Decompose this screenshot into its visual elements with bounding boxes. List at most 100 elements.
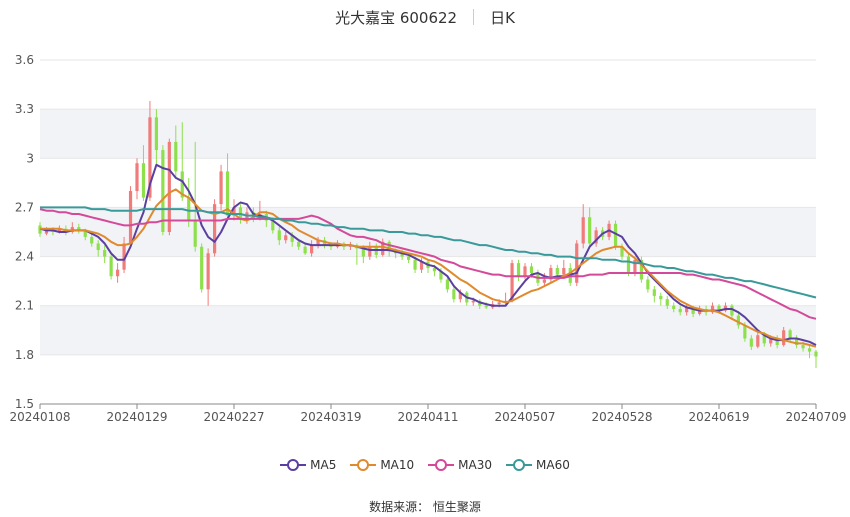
candle-body — [588, 217, 592, 244]
candle-body — [736, 315, 740, 326]
candle-body — [290, 235, 294, 242]
legend-ma5-icon — [280, 458, 307, 472]
legend-item-ma30[interactable]: MA30 — [428, 458, 492, 472]
candle-body — [135, 163, 139, 192]
candle-body — [626, 256, 631, 273]
candle-body — [613, 223, 618, 247]
header-separator — [473, 9, 475, 25]
candle-body — [368, 246, 372, 257]
candle-body — [180, 171, 184, 198]
candle-body — [743, 325, 747, 339]
ma-line-ma30 — [39, 208, 817, 320]
candle-body — [678, 308, 682, 313]
legend-ma30-icon — [428, 458, 455, 472]
candle-body — [161, 150, 165, 232]
candle-body — [807, 348, 812, 352]
candle-body — [672, 305, 676, 309]
candle-body — [77, 227, 81, 231]
legend-item-ma5[interactable]: MA5 — [280, 458, 336, 472]
candle-body — [562, 268, 566, 275]
candle-body — [57, 228, 61, 232]
chart-header: 光大嘉宝 600622 日K — [0, 6, 850, 28]
y-axis: 3.6 3.3 3 2.7 2.4 2.1 1.8 1.5 — [15, 53, 34, 411]
candle-body — [44, 230, 49, 234]
candle-body — [458, 292, 462, 300]
y-tick-label: 2.7 — [15, 200, 34, 214]
chart-title: 光大嘉宝 600622 — [335, 8, 458, 27]
candle-body — [109, 256, 113, 277]
x-tick-label: 20240227 — [203, 410, 264, 424]
x-tick-label: 20240319 — [300, 410, 361, 424]
candle-body — [775, 338, 779, 346]
candle-body — [646, 279, 650, 290]
candle-body — [484, 305, 488, 308]
ma-line-ma5 — [39, 163, 817, 346]
candle-body — [439, 271, 443, 280]
candle-body — [407, 256, 411, 260]
candle-body — [549, 268, 553, 280]
candle-body — [717, 305, 721, 311]
candle-body — [685, 307, 689, 313]
candle-body — [419, 261, 424, 270]
candle-body — [471, 300, 475, 303]
x-tick-label: 20240108 — [9, 410, 70, 424]
legend-ma60-icon — [506, 458, 533, 472]
ma-line-ma60 — [40, 206, 817, 299]
candle-body — [581, 217, 585, 244]
y-tick-label: 3.3 — [15, 102, 34, 116]
y-tick-label: 2.4 — [15, 250, 34, 264]
candle-body — [497, 302, 501, 305]
candle-body — [148, 117, 152, 198]
grid-band — [40, 207, 816, 257]
candle-body — [387, 241, 391, 252]
candle-body — [187, 197, 191, 221]
candle-body — [200, 246, 204, 290]
candle-body — [769, 338, 773, 344]
candle-body — [141, 163, 146, 198]
data-source: 数据来源： 恒生聚源 — [369, 500, 481, 514]
candle-body — [277, 230, 281, 241]
candle-body — [361, 248, 365, 257]
candle-body — [710, 305, 715, 313]
x-tick-label: 20240411 — [397, 410, 458, 424]
x-tick-label: 20240528 — [591, 410, 652, 424]
period-label[interactable]: 日K — [490, 8, 515, 27]
candle-body — [413, 259, 417, 270]
candle-body — [639, 259, 643, 280]
legend-ma60-label: MA60 — [536, 458, 570, 472]
candle-body — [782, 330, 786, 346]
legend-item-ma60[interactable]: MA60 — [506, 458, 570, 472]
candle-body — [297, 241, 301, 247]
candle-body — [271, 220, 275, 231]
ma-line-ma10 — [40, 188, 817, 348]
candle-body — [523, 266, 527, 277]
candle-body — [445, 279, 449, 290]
candle-body — [659, 295, 663, 300]
candle-body — [206, 253, 210, 290]
candle-body — [620, 246, 624, 257]
x-tick-label: 20240709 — [785, 410, 846, 424]
candle-body — [316, 240, 320, 246]
candle-body — [542, 279, 546, 283]
candle-body — [691, 307, 695, 314]
candle-body — [174, 141, 178, 172]
legend-ma30-label: MA30 — [458, 458, 493, 472]
candle-body — [749, 338, 753, 347]
candle-body — [814, 351, 818, 357]
candle-body — [510, 263, 514, 301]
candle-body — [284, 235, 288, 241]
ma-lines — [39, 163, 817, 348]
candle-body — [225, 171, 230, 216]
legend-item-ma10[interactable]: MA10 — [350, 458, 414, 472]
legend-ma5-label: MA5 — [310, 458, 337, 472]
x-tick-label: 20240129 — [106, 410, 167, 424]
candle-body — [232, 207, 236, 216]
candle-body — [90, 236, 94, 244]
candle-body — [83, 230, 87, 237]
candle-body — [594, 230, 598, 244]
candle-body — [555, 268, 559, 275]
candle-body — [400, 253, 404, 257]
candle-body — [516, 263, 521, 277]
candle-body — [154, 117, 158, 151]
